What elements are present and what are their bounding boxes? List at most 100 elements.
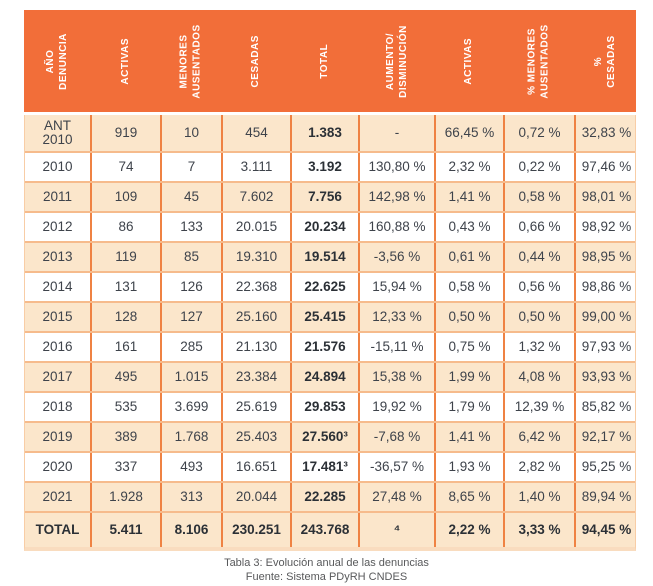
table-cell: 133: [162, 213, 223, 241]
table-cell: 20.044: [223, 483, 292, 511]
table-cell: 313: [162, 483, 223, 511]
table-cell: -15,11 %: [360, 333, 436, 361]
table-cell: 161: [92, 333, 162, 361]
table-cell: ANT 2010: [25, 115, 92, 151]
table-cell: 2021: [25, 483, 92, 511]
table-cell: 98,01 %: [581, 189, 632, 204]
denuncias-table: AÑO DENUNCIA ACTIVAS MENORES AUSENTADOS CES…: [24, 10, 636, 551]
table-cell: 12,39 %: [505, 393, 576, 421]
table-cell: 2,82 %: [505, 453, 576, 481]
table-row: 2013 119 85 19.310 19.514 -3,56 % 0,61 % 0,44 %…: [25, 241, 635, 271]
table-cell: 2020: [25, 453, 92, 481]
table-cell: 126: [162, 273, 223, 301]
table-cell: 0,22 %: [505, 153, 576, 181]
table-cell: 15,38 %: [360, 363, 436, 391]
table-cell: 66,45 %: [436, 115, 505, 151]
table-cell: 20.234: [292, 213, 360, 241]
column-header-label: TOTAL: [318, 43, 330, 79]
table-cell: 1.015: [162, 363, 223, 391]
table-cell: 22.625: [292, 273, 360, 301]
table-cell: 495: [92, 363, 162, 391]
table-cell: 99,00 %: [581, 309, 632, 324]
table-cell: 74: [92, 153, 162, 181]
column-header-label: % MENORES AUSENTADOS: [527, 23, 551, 99]
column-header-label: ACTIVAS: [119, 37, 131, 85]
table-cell: 12,33 %: [360, 303, 436, 331]
table-cell: 19.310: [223, 243, 292, 271]
column-header: % MENORES AUSENTADOS: [504, 10, 575, 112]
column-header: AÑO DENUNCIA: [24, 10, 91, 112]
table-cell: 22.368: [223, 273, 292, 301]
table-cell: 5.411: [92, 513, 162, 547]
table-cell: 2014: [25, 273, 92, 301]
table-cell: 22.285: [292, 483, 360, 511]
table-cell: 1,99 %: [436, 363, 505, 391]
table-cell: -: [360, 115, 436, 151]
table-cell: 109: [92, 183, 162, 211]
table-cell: 0,72 %: [505, 115, 576, 151]
table-cell: 2017: [25, 363, 92, 391]
table-row: 2020 337 493 16.651 17.481³ -36,57 % 1,93 % 2,8…: [25, 451, 635, 481]
table-cell: 16.651: [223, 453, 292, 481]
table-row: 2017 495 1.015 23.384 24.894 15,38 % 1,99 % 4,0…: [25, 361, 635, 391]
table-cell: 45: [162, 183, 223, 211]
table-cell: 20.015: [223, 213, 292, 241]
table-cell: 94,45 %: [581, 522, 632, 537]
column-header: ACTIVAS: [435, 10, 504, 112]
table-cell: 493: [162, 453, 223, 481]
table-cell: 2018: [25, 393, 92, 421]
column-header: AUMENTO/ DISMINUCIÓN: [359, 10, 435, 112]
table-cell: 27.560³: [292, 423, 360, 451]
column-header: ACTIVAS: [91, 10, 161, 112]
table-row: 2021 1.928 313 20.044 22.285 27,48 % 8,65 % 1,4…: [25, 481, 635, 511]
table-cell: 25.619: [223, 393, 292, 421]
table-row: 2019 389 1.768 25.403 27.560³ -7,68 % 1,41 % 6,…: [25, 421, 635, 451]
table-cell: 95,25 %: [581, 459, 632, 474]
table-cell: 285: [162, 333, 223, 361]
table-cell: 1.383: [292, 115, 360, 151]
table-cell: 10: [162, 115, 223, 151]
column-header-label: ACTIVAS: [463, 37, 475, 85]
table-cell: 1.928: [92, 483, 162, 511]
table-body: ANT 2010 919 10 454 1.383-66,45 % 0,72 % 32,83…: [24, 115, 636, 551]
table-cell: 7.756: [292, 183, 360, 211]
table-cell: 1,79 %: [436, 393, 505, 421]
table-cell: 32,83 %: [581, 125, 632, 140]
table-cell: 98,92 %: [581, 219, 632, 234]
column-header-label: MENORES AUSENTADOS: [179, 23, 203, 99]
column-header-label: AUMENTO/ DISMINUCIÓN: [384, 24, 408, 98]
table-row: 2015 128 127 25.160 25.415 12,33 % 0,50 % 0,50 …: [25, 301, 635, 331]
table-cell: 98,95 %: [581, 249, 632, 264]
table-cell: 4,08 %: [505, 363, 576, 391]
table-cell: 21.130: [223, 333, 292, 361]
table-cell: 243.768: [292, 513, 360, 547]
column-header: TOTAL: [291, 10, 359, 112]
table-cell: 27,48 %: [360, 483, 436, 511]
table-cell: -7,68 %: [360, 423, 436, 451]
table-cell: 8,65 %: [436, 483, 505, 511]
table-cell: 2016: [25, 333, 92, 361]
table-cell: 0,43 %: [436, 213, 505, 241]
table-cell: 2015: [25, 303, 92, 331]
table-cell: 130,80 %: [360, 153, 436, 181]
table-cell: 2011: [25, 183, 92, 211]
table-cell: 1,93 %: [436, 453, 505, 481]
table-cell: 2010: [25, 153, 92, 181]
caption-source: Fuente: Sistema PDyRH CNDES: [245, 571, 408, 583]
table-cell: -3,56 %: [360, 243, 436, 271]
table-cell: 0,58 %: [436, 273, 505, 301]
table-cell: 160,88 %: [360, 213, 436, 241]
table-cell: 2013: [25, 243, 92, 271]
table-cell: 93,93 %: [581, 369, 632, 384]
table-caption: Tabla 3: Evolución anual de las denuncia…: [0, 556, 653, 584]
table-cell: TOTAL: [25, 513, 92, 547]
table-cell: 3.699: [162, 393, 223, 421]
table-cell: 89,94 %: [581, 489, 632, 504]
table-total-row: TOTAL 5.411 8.106 230.251 243.768 ⁴ 2,22 % 3,33…: [25, 511, 635, 547]
table-cell: 25.403: [223, 423, 292, 451]
table-cell: 21.576: [292, 333, 360, 361]
table-cell: 0,44 %: [505, 243, 576, 271]
table-cell: 92,17 %: [581, 429, 632, 444]
table-cell: 19.514: [292, 243, 360, 271]
table-cell: 3.192: [292, 153, 360, 181]
